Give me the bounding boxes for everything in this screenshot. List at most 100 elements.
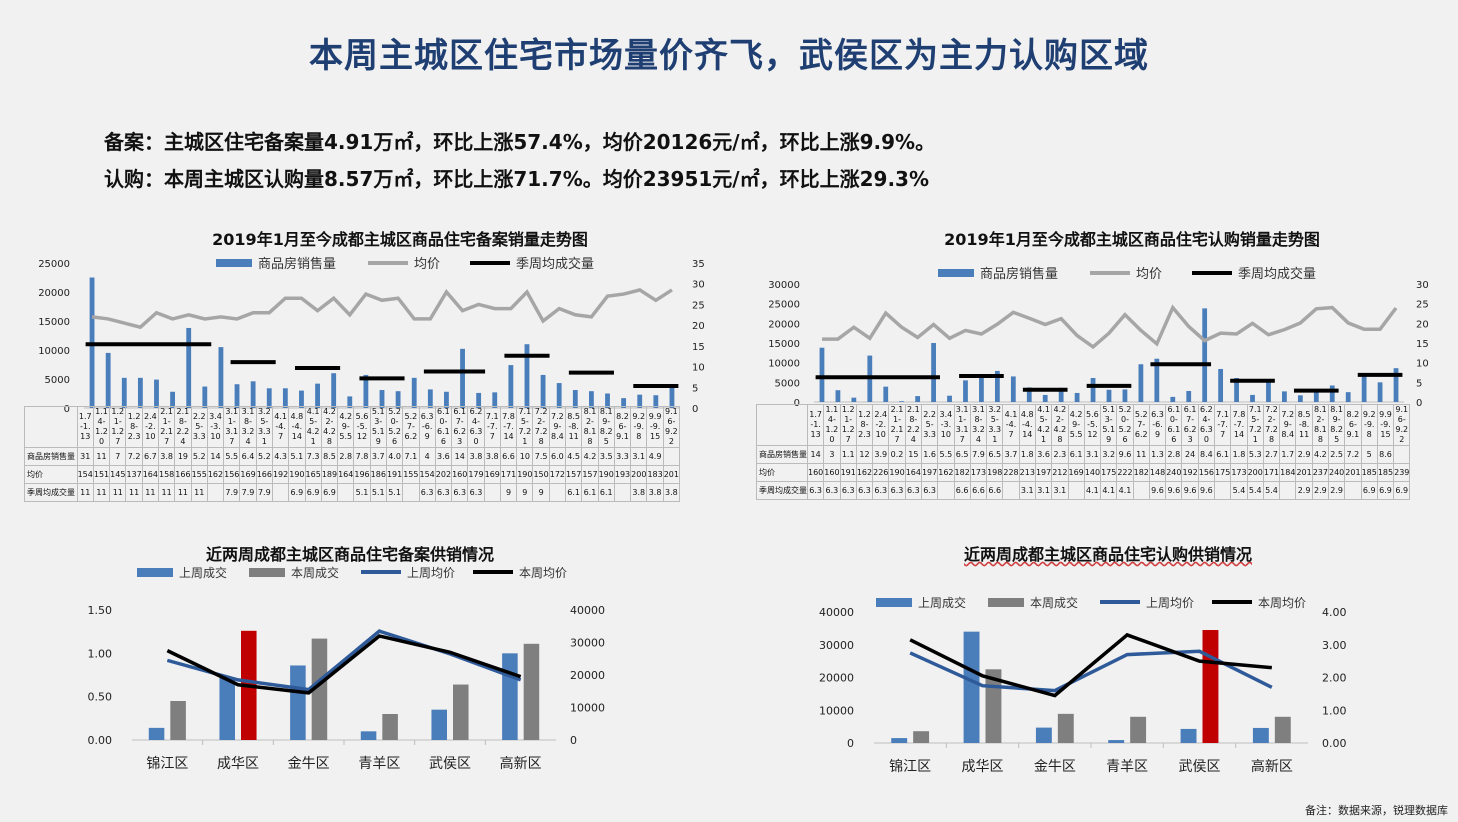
y-right-tick-label: 10: [692, 363, 705, 374]
table-cell: 4.2: [581, 447, 599, 466]
table-cell: 6.3: [904, 481, 922, 500]
table-cell: 200: [1246, 463, 1264, 482]
bar-last-week: [1180, 728, 1197, 743]
table-week-header: 8.26-9.1: [1344, 404, 1362, 446]
table-cell: 6.3: [920, 481, 939, 500]
table-header-row: 1.7-1.13 1.14-1.20 1.21-1.27 1.28-2.3 2.4-2.…: [756, 404, 1411, 446]
y-right-tick-label: 25: [1416, 300, 1429, 311]
table-week-header: 3.4-3.10: [937, 404, 955, 446]
table-cell: 3.1: [1083, 445, 1102, 464]
table-cell: 183: [646, 465, 664, 484]
bar-sales-volume: [669, 387, 675, 408]
bar-last-week: [360, 731, 377, 740]
table-cell: 6.3: [872, 481, 890, 500]
table-header-row: 1.7-1.13 1.14-1.20 1.21-1.27 1.28-2.3 2.4-2.…: [24, 406, 681, 448]
table-cell: 6.3: [823, 481, 841, 500]
legend-swatch-this-week: [988, 598, 1024, 607]
chart4-title: 近两周成都主城区商品住宅认购供销情况: [963, 545, 1252, 564]
bar-sales-volume: [476, 392, 482, 408]
bar-sales-volume: [947, 395, 952, 402]
bar-sales-volume: [1010, 376, 1016, 402]
bar-sales-volume: [994, 370, 1000, 402]
table-cell: 2.9: [1295, 481, 1313, 500]
table-cell: 4.5: [565, 447, 583, 466]
y-left-tick-label: 30000: [768, 280, 800, 291]
table-week-header: 5.6-5.12: [353, 406, 371, 448]
table-week-header: 4.15-4.21: [1034, 404, 1053, 446]
table-week-header: 2.25-3.3: [190, 406, 208, 448]
table-cell: 2.7: [1262, 445, 1281, 464]
bar-sales-volume: [1090, 378, 1096, 402]
y-right-tick-label: 20: [1416, 319, 1429, 330]
bar-last-week: [148, 727, 165, 740]
bar-sales-volume: [250, 381, 256, 408]
x-tick-label: 锦江区: [889, 758, 931, 775]
table-cell: 6.9: [304, 483, 322, 502]
table-week-header: 9.2-9.8: [1360, 404, 1378, 446]
table-cell: 137: [125, 465, 143, 484]
table-week-header: 6.3-6.9: [1148, 404, 1167, 446]
y-right-tick-label: 15: [1416, 339, 1429, 350]
bar-this-week: [913, 731, 930, 743]
table-week-header: 8.5-8.11: [565, 406, 583, 448]
table-cell: 200: [630, 465, 648, 484]
table-week-header: 2.11-2.17: [888, 404, 906, 446]
table-week-header: 6.24-6.30: [1197, 404, 1216, 446]
table-cell: [1067, 481, 1085, 500]
bar-this-week: [1274, 716, 1291, 743]
table-week-header: 4.22-4.28: [1051, 404, 1069, 446]
table-week-header: 4.29-5.5: [1067, 404, 1085, 446]
table-cell: 145: [109, 465, 127, 484]
table-cell: 196: [353, 465, 371, 484]
table-week-header: 6.17-6.23: [451, 406, 469, 448]
x-tick-label: 锦江区: [146, 755, 188, 772]
table-cell: 191: [839, 463, 857, 482]
table-cell: 11: [1132, 445, 1150, 464]
bar-last-week: [502, 653, 518, 740]
chart2-subscription-trend: 30000 25000 20000 15000 10000 5000 0 30 25 20 15 10…: [768, 266, 1429, 409]
table-week-header: 6.10-6.16: [434, 406, 453, 448]
chart3-title: 近两周成都主城区商品住宅备案供销情况: [205, 545, 494, 564]
bar-sales-volume: [331, 373, 337, 408]
table-week-header: 1.7-1.13: [806, 404, 825, 446]
table-cell: [548, 483, 567, 502]
table-cell: 193: [613, 465, 632, 484]
table-cell: 148: [1148, 463, 1167, 482]
table-cell: 6.4: [239, 447, 257, 466]
bar-sales-volume: [1138, 364, 1144, 402]
table-cell: 7.9: [969, 445, 988, 464]
table-cell: 3.6: [1034, 445, 1053, 464]
table-week-header: 9.16-9.22: [1393, 404, 1411, 446]
bar-last-week: [290, 665, 306, 740]
table-cell: 2.9: [1311, 481, 1330, 500]
table-week-header: 8.12-8.18: [1311, 404, 1330, 446]
table-row-label: 均价: [756, 463, 808, 482]
table-cell: 164: [337, 465, 355, 484]
table-cell: 197: [920, 463, 939, 482]
table-cell: 157: [581, 465, 599, 484]
table-cell: 3.1: [630, 447, 648, 466]
legend-swatch-sales: [216, 259, 252, 267]
table-cell: 19: [174, 447, 192, 466]
table-cell: 157: [565, 465, 583, 484]
table-cell: 3.3: [613, 447, 632, 466]
table-cell: [1002, 481, 1020, 500]
chart4-subscription-districts: 40000 30000 20000 10000 0 4.00 3.00 2.00 1.00 0.0…: [819, 595, 1347, 775]
table-cell: 213: [1018, 463, 1036, 482]
table-cell: [937, 481, 955, 500]
table-cell: 186: [369, 465, 387, 484]
table-cell: 6.7: [141, 447, 160, 466]
table-cell: 222: [1116, 463, 1134, 482]
table-row: 商品房销售量 14 3 1.1 12 3.9 0.2 15 1.6 5.5 6.5 7.9 6.5 3.7…: [756, 445, 1411, 464]
table-cell: 3.5: [597, 447, 615, 466]
table-cell: 11: [109, 483, 127, 502]
table-cell: 5.3: [1246, 445, 1264, 464]
table-week-header: 1.21-1.27: [839, 404, 857, 446]
table-cell: [1344, 481, 1362, 500]
table-week-header: 7.1-7.7: [483, 406, 501, 448]
table-cell: 1.3: [1148, 445, 1167, 464]
table-week-header: 7.15-7.21: [516, 406, 534, 448]
chart1-title: 2019年1月至今成都主城区商品住宅备案销量走势图: [212, 230, 588, 249]
y-right-tick-label: 10: [1416, 359, 1429, 370]
y-left-tick-label: 5000: [45, 375, 70, 386]
